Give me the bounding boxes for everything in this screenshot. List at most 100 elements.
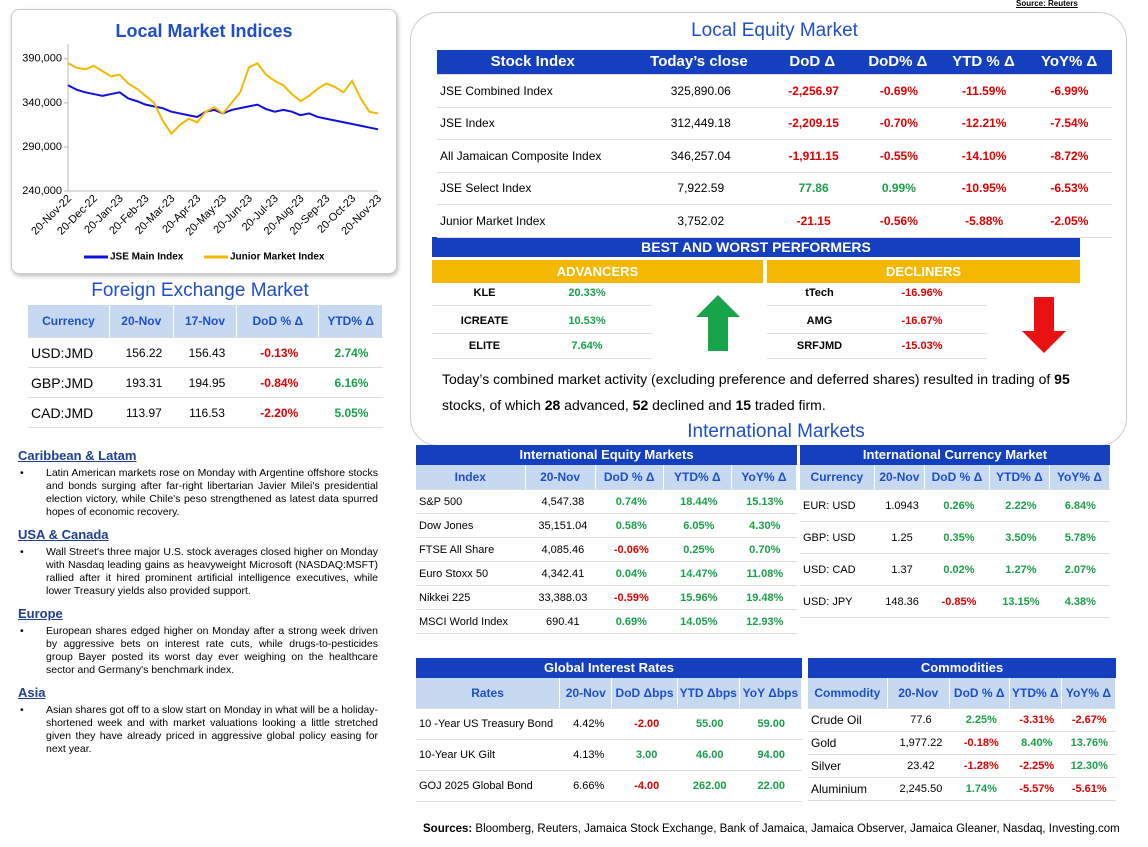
legend-label: Junior Market Index <box>230 252 325 263</box>
table-cell: JSE Combined Index <box>440 83 553 98</box>
table-cell: 2.74% <box>334 345 369 360</box>
header-row: Commodity 20-Nov DoD % Δ YTD% Δ YoY% Δ <box>808 678 1117 709</box>
table-cell: 55.00 <box>695 718 724 730</box>
table-cell: Dow Jones <box>419 519 474 532</box>
table-cell: -7.54% <box>1050 116 1089 131</box>
column-header: DoD Δ <box>769 50 856 74</box>
table-cell: 4,547.38 <box>541 495 585 508</box>
table-cell: -1,911.15 <box>788 148 839 163</box>
table-cell: 35,151.04 <box>538 519 588 532</box>
news: Caribbean & Latam Latin American markets … <box>18 440 378 756</box>
table-cell: 4,342.41 <box>541 567 585 580</box>
column-header: YoY% Δ <box>1061 678 1117 708</box>
table-cell: 6.66% <box>573 780 605 792</box>
table-row: JSE Index 312,449.18 -2,209.15 -0.70% -12.21… <box>437 108 1112 140</box>
ticker: tTech <box>805 287 834 299</box>
table-row: JSE Combined Index 325,890.06 -2,256.97 -0.… <box>437 75 1112 108</box>
summary-text: advanced, <box>560 397 633 413</box>
table-cell: CAD:JMD <box>31 404 94 421</box>
table-cell: -5.88% <box>965 213 1004 228</box>
table-cell: Aluminium <box>811 782 868 796</box>
table-row: Gold 1,977.22 -0.18% 8.40% 13.76% <box>808 732 1116 755</box>
chart-title: Local Market Indices <box>115 21 292 41</box>
table-cell: -14.10% <box>961 148 1007 163</box>
table-cell: 7,922.59 <box>677 181 725 196</box>
table-cell: S&P 500 <box>419 495 463 508</box>
table-cell: -6.53% <box>1050 181 1089 196</box>
column-header: DoD Δbps <box>612 678 678 708</box>
table-row: Junior Market Index 3,752.02 -21.15 -0.56% -… <box>437 205 1112 238</box>
table-cell: 6.05% <box>683 519 715 532</box>
table-cell: 14.47% <box>680 567 718 580</box>
change: 20.33% <box>568 287 606 299</box>
table-cell: Nikkei 225 <box>419 591 471 604</box>
fx-title: Foreign Exchange Market <box>91 280 309 301</box>
change: -15.03% <box>901 340 943 352</box>
table-cell: 5.78% <box>1064 531 1096 544</box>
table-cell: 15.96% <box>680 591 718 604</box>
table-cell: 23.42 <box>907 760 935 772</box>
performers-header: ADVANCERS <box>432 260 763 283</box>
table-cell: 113.97 <box>126 405 162 420</box>
summary-number: 28 <box>544 397 561 413</box>
column-header: 20-Nov <box>525 465 596 489</box>
summary-text: traded firm. <box>751 397 826 413</box>
column-header: YTD% Δ <box>1009 678 1062 708</box>
table-cell: USD:JMD <box>31 344 94 361</box>
table-cell: 94.00 <box>757 749 785 761</box>
summary: Today’s combined market activity (exclud… <box>442 366 1082 418</box>
column-header: Today’s close <box>628 50 770 74</box>
change: -16.96% <box>901 287 943 299</box>
news-heading: Caribbean & Latam <box>18 448 137 463</box>
series-line <box>67 61 379 136</box>
intl-title: International Markets <box>687 421 865 442</box>
table-cell: 194.95 <box>188 375 226 390</box>
table-title: International Equity Markets <box>416 445 797 465</box>
down-arrow <box>1022 297 1066 353</box>
table-cell: 0.58% <box>615 519 647 532</box>
table-cell: 690.41 <box>546 615 580 628</box>
table-cell: -2.20% <box>260 405 299 420</box>
column-header: DoD% Δ <box>855 50 941 74</box>
table-row: GBP:JMD 193.31 194.95 -0.84% 6.16% <box>28 368 383 398</box>
performers-header: DECLINERS <box>767 260 1080 283</box>
table-cell: 148.36 <box>885 595 919 608</box>
table-cell: -0.70% <box>879 116 918 131</box>
table-cell: 156.22 <box>125 345 163 360</box>
table-cell: -0.13% <box>260 345 299 360</box>
table-row: Silver 23.42 -1.28% -2.25% 12.30% <box>808 755 1116 778</box>
table-cell: 11.08% <box>746 567 784 580</box>
news-heading: Asia <box>18 685 46 700</box>
table-cell: 0.35% <box>943 531 975 544</box>
column-header: Rates <box>416 678 561 708</box>
summary-text: stocks, of which <box>442 397 545 413</box>
table-row: S&P 500 4,547.38 0.74% 18.44% 15.13% <box>416 490 797 514</box>
table-cell: -12.21% <box>961 116 1007 131</box>
column-header: Stock Index <box>437 50 629 74</box>
table-cell: -1.28% <box>963 760 999 772</box>
table-cell: Junior Market Index <box>440 213 546 228</box>
table-cell: 14.05% <box>680 615 718 628</box>
performers: BEST AND WORST PERFORMERS ADVANCERS DECLIN… <box>432 237 1080 359</box>
change: 10.53% <box>568 315 606 327</box>
table-cell: 5.05% <box>334 405 369 420</box>
table-row: MSCI World Index 690.41 0.69% 14.05% 12.93% <box>416 610 797 634</box>
table-cell: MSCI World Index <box>419 615 509 628</box>
table-cell: JSE Select Index <box>440 181 532 196</box>
change: 7.64% <box>571 340 603 352</box>
summary-text: declined and <box>648 397 736 413</box>
table-cell: -2.25% <box>1019 760 1055 772</box>
table-cell: 3,752.02 <box>677 213 725 228</box>
source-note: Source: Reuters <box>1016 0 1078 8</box>
table-cell: 0.02% <box>943 563 975 576</box>
table-cell: Gold <box>811 736 837 750</box>
header-row: Index 20-Nov DoD % Δ YTD% Δ YoY% Δ <box>416 465 797 490</box>
table-cell: Crude Oil <box>811 713 862 727</box>
column-header: YTD % Δ <box>940 50 1027 74</box>
ticker: AMG <box>806 315 833 327</box>
separator <box>432 358 652 359</box>
table-cell: 1.37 <box>891 563 913 576</box>
table-cell: -11.59% <box>962 83 1007 98</box>
table-cell: 15.13% <box>746 495 784 508</box>
column-header: DoD % Δ <box>924 465 990 489</box>
